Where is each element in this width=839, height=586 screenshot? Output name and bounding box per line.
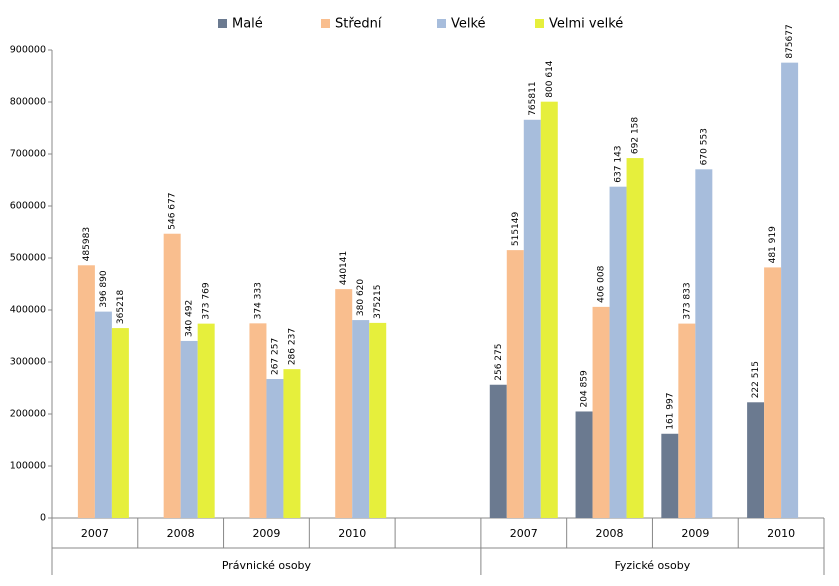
legend-swatch: [218, 19, 227, 28]
legend-label: Velmi velké: [549, 17, 623, 32]
x-tick-label: 2009: [252, 527, 280, 540]
legend-label: Střední: [335, 17, 382, 32]
data-label: 765811: [528, 81, 538, 115]
bar: [661, 433, 679, 518]
bar: [747, 402, 765, 518]
bar: [523, 119, 541, 518]
group-label: Právnické osoby: [222, 559, 312, 572]
bar: [592, 306, 610, 518]
x-tick-label: 2008: [596, 527, 624, 540]
data-label: 380 620: [356, 279, 366, 316]
bar: [266, 379, 284, 518]
x-tick-label: 2007: [510, 527, 538, 540]
data-label: 800 614: [545, 60, 555, 97]
data-label: 637 143: [614, 145, 624, 182]
legend-swatch: [321, 19, 330, 28]
bar: [249, 323, 267, 518]
legend-swatch: [535, 19, 544, 28]
y-tick-label: 600000: [10, 201, 46, 212]
data-label: 365218: [116, 289, 126, 324]
bar: [540, 101, 558, 518]
data-label: 374 333: [253, 282, 263, 319]
legend-swatch: [437, 19, 446, 28]
y-tick-label: 700000: [10, 149, 46, 160]
group-label: Fyzické osoby: [615, 559, 691, 572]
legend-label: Velké: [451, 17, 486, 32]
data-label: 485983: [82, 227, 92, 261]
y-tick-label: 400000: [10, 305, 46, 316]
y-tick-label: 200000: [10, 409, 46, 420]
bar: [111, 328, 129, 518]
x-tick-label: 2010: [338, 527, 366, 540]
data-label: 286 237: [287, 328, 297, 365]
bar: [575, 411, 593, 518]
legend-label: Malé: [232, 17, 263, 32]
y-tick-label: 0: [40, 513, 46, 524]
data-label: 340 492: [185, 300, 195, 337]
bar: [335, 289, 353, 518]
bar: [489, 384, 507, 518]
data-label: 373 833: [682, 282, 692, 319]
data-label: 256 275: [494, 344, 504, 381]
bar: [764, 267, 782, 518]
data-label: 692 158: [631, 117, 641, 154]
data-label: 396 890: [99, 270, 109, 307]
bar: [77, 265, 95, 518]
x-tick-label: 2010: [767, 527, 795, 540]
data-label: 875677: [785, 24, 795, 58]
data-label: 222 515: [751, 361, 761, 398]
data-label: 204 859: [580, 370, 590, 407]
data-label: 440141: [339, 251, 349, 285]
data-label: 481 919: [768, 226, 778, 263]
data-label: 406 008: [597, 265, 607, 302]
x-tick-label: 2009: [681, 527, 709, 540]
bar: [180, 340, 198, 518]
bar: [781, 62, 799, 519]
data-label: 515149: [511, 211, 521, 246]
bar: [197, 323, 215, 518]
bar: [695, 169, 713, 518]
x-tick-label: 2008: [167, 527, 195, 540]
data-label: 375215: [373, 285, 383, 319]
bar: [283, 369, 301, 518]
bar: [626, 158, 644, 519]
bar: [352, 320, 370, 518]
y-tick-label: 300000: [10, 357, 46, 368]
bar: [369, 322, 387, 518]
y-tick-label: 500000: [10, 253, 46, 264]
bar: [609, 186, 627, 518]
data-label: 546 677: [168, 193, 178, 230]
data-label: 161 997: [665, 393, 675, 430]
data-label: 267 257: [270, 338, 280, 375]
data-label: 373 769: [202, 282, 212, 319]
bar: [506, 250, 524, 519]
bar: [678, 323, 696, 518]
y-tick-label: 900000: [10, 45, 46, 56]
y-tick-label: 100000: [10, 461, 46, 472]
data-label: 670 553: [699, 128, 709, 165]
y-tick-label: 800000: [10, 97, 46, 108]
bar: [163, 233, 181, 518]
x-tick-label: 2007: [81, 527, 109, 540]
bar: [94, 311, 112, 518]
